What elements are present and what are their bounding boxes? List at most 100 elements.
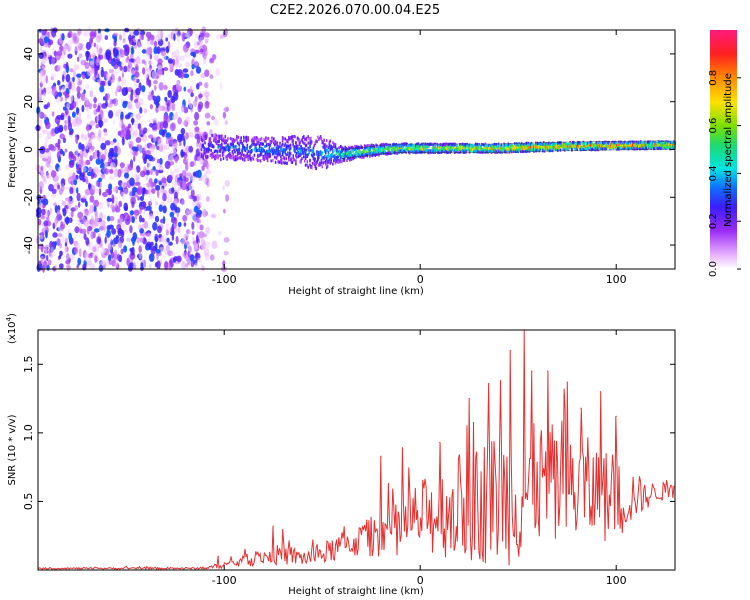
spectrogram-cell [516,147,518,151]
spectrogram-cell [672,140,675,144]
spectrogram-cell [340,146,343,150]
spectrogram-cell [83,30,89,37]
spectrogram-cell [289,143,292,147]
spectrogram-cell [56,151,61,160]
spectrogram-cell [76,91,81,99]
spectrogram-cell [365,146,368,150]
spectrogram-cell [154,242,158,251]
spectrogram-cell [434,150,436,153]
spectrogram-cell [267,154,270,158]
spectrogram-cell [566,147,569,151]
spectrogram-cell [83,233,87,240]
spectrogram-cell [41,208,46,216]
spectrogram-cell [37,38,44,44]
spectrogram-cell [279,160,281,164]
spectrogram-cell [83,89,86,95]
spectrogram-cell [262,142,264,146]
spectrogram-cell [361,156,363,159]
spectrogram-cell [324,148,326,152]
spectrogram-cell [112,152,119,158]
spectrogram-cell [117,227,123,237]
spectrogram-cell [264,144,266,148]
spectrogram-cell [467,146,469,150]
spectrogram-cell [489,148,491,151]
spectrogram-cell [240,136,242,140]
spectrogram-cell [78,201,81,208]
spectrogram-cell [370,152,373,156]
spectrogram-cell [250,158,252,162]
spectrogram-cell [236,153,239,157]
spectrogram-cell [450,144,452,148]
spectrogram-cell [70,82,76,87]
spectrogram-cell [650,141,653,145]
spectrogram-cell [146,241,152,248]
spectrogram-cell [575,142,578,146]
spectrogram-cell [307,153,309,156]
spectrogram-cell [169,62,173,71]
spectrogram-cell [163,84,168,91]
spectrogram-cell [75,42,81,47]
spectrogram-cell [182,44,189,53]
spectrogram-cell [218,140,220,144]
spectrogram-cell [213,150,216,154]
spectrogram-cell [145,47,151,56]
spectrogram-cell [234,155,236,159]
spectrogram-cell [560,143,563,147]
spectrogram-cell [279,145,281,149]
spectrogram-cell [200,137,203,141]
spectrogram-cell [307,146,309,150]
spectrogram-cell [524,149,526,153]
spectrogram-cell [394,150,397,154]
spectrogram-cell [486,148,488,152]
spectrogram-cell [194,111,200,121]
spectrogram-cell [169,101,175,110]
spectrogram-cell [123,188,129,195]
spectrogram-cell [494,148,496,152]
spectrogram-cell [190,259,195,268]
spectrogram-cell [341,146,344,150]
spectrogram-cell [587,141,589,145]
spectrogram-cell [69,187,74,195]
spectrogram-cell [261,147,264,151]
spectrogram-cell [634,145,637,149]
spectrogram-cell [526,144,528,148]
spectrogram-cell [333,145,335,149]
spectrogram-cell [51,56,56,65]
spectrogram-cell [42,198,49,206]
spectrogram-cell [49,207,52,216]
spectrogram-cell [461,147,464,151]
spectrogram-cell [655,145,658,149]
spectrogram-cell [405,144,407,148]
spectrogram-cell [430,149,433,153]
spectrogram-cell [222,184,225,191]
spectrogram-cell [520,147,523,151]
spectrogram-cell [202,174,208,184]
spectrogram-cell [608,140,610,144]
spectrogram-cell [314,157,317,161]
spectrogram-cell [348,158,351,162]
spectrogram-cell [455,144,458,148]
spectrogram-cell [300,144,302,148]
spectrogram-cell [126,237,131,242]
spectrogram-cell [204,147,206,151]
spectrogram-cell [198,159,204,164]
spectrogram-cell [455,146,458,150]
spectrogram-cell [164,249,168,256]
spectrogram-cell [494,145,496,148]
spectrogram-cell [179,141,182,147]
figure-title: C2E2.2026.070.00.04.E25 [270,3,440,18]
spectrogram-cell [546,142,548,146]
spectrogram-cell [159,121,164,130]
spectrogram-cell [171,50,177,59]
spectrogram-cell [168,154,174,163]
spectrogram-cell [547,142,549,145]
spectrogram-cell [206,121,211,126]
spectrogram-cell [444,148,446,152]
spectrogram-cell [479,144,481,148]
spectrogram-cell [249,153,251,157]
spectrogram-cell [439,148,442,152]
spectrogram-cell [625,146,628,150]
spectrogram-cell [508,147,511,151]
spectrogram-cell [265,149,268,153]
spectrogram-cell [158,82,164,91]
